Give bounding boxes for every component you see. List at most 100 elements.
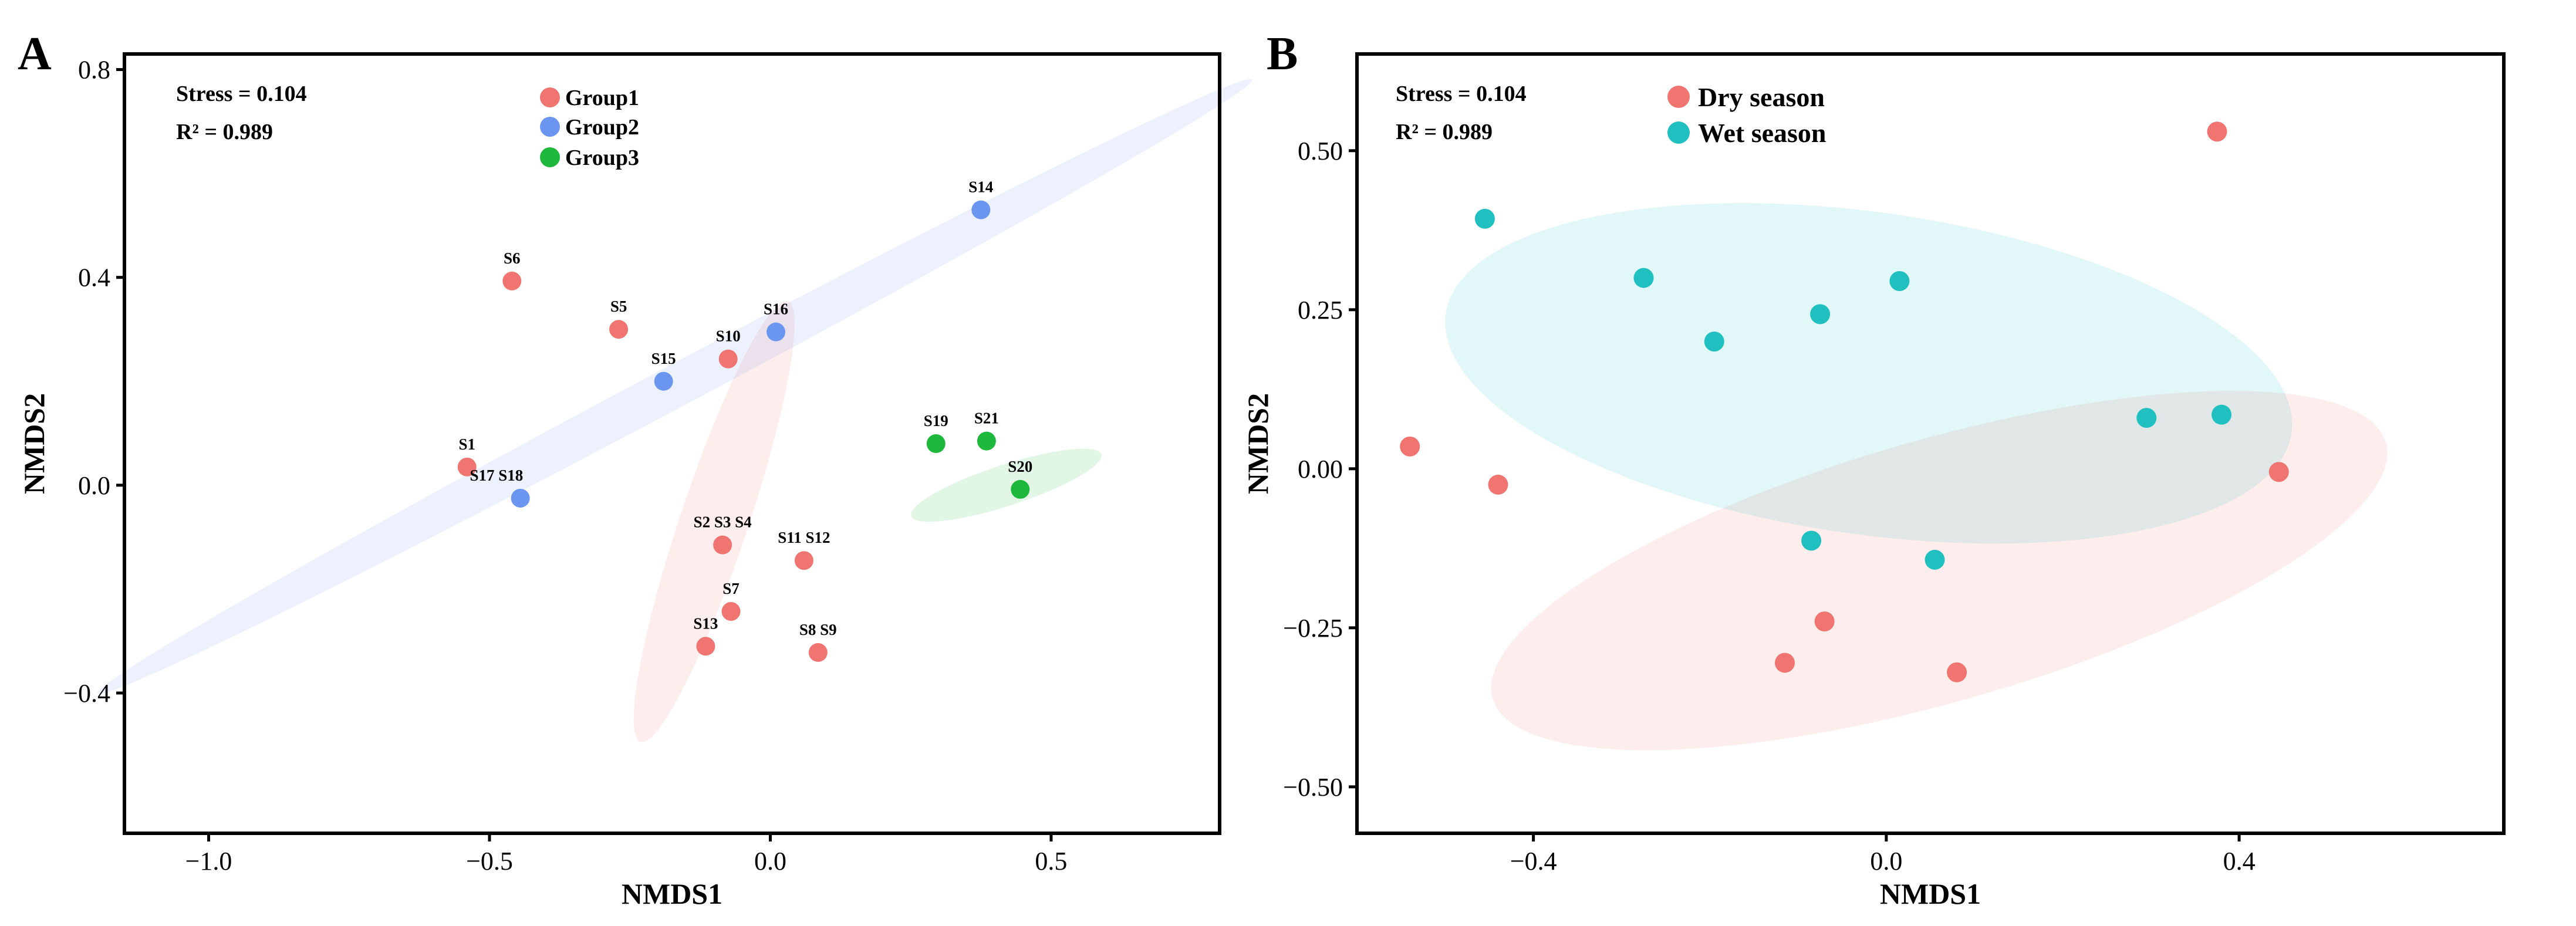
point-label: S14 <box>968 178 993 196</box>
data-point-group1 <box>721 601 741 621</box>
data-point-group1 <box>457 457 477 476</box>
data-point-group2 <box>511 488 530 508</box>
point-label: S17 S18 <box>470 467 524 484</box>
x-tick-label: −0.5 <box>466 847 513 876</box>
data-point-wet-season <box>1474 208 1495 229</box>
point-label: S8 S9 <box>799 621 837 638</box>
y-tick-label: 0.4 <box>78 263 110 292</box>
data-point-dry-season <box>1488 474 1508 495</box>
data-point-group1 <box>718 349 738 369</box>
panel-a-r2-text: R² = 0.989 <box>176 120 273 144</box>
data-point-wet-season <box>1810 304 1831 325</box>
point-label: S11 S12 <box>778 529 830 546</box>
data-point-wet-season <box>1925 549 1945 570</box>
panel-b-stress-text: Stress = 0.104 <box>1396 82 1527 106</box>
panel-b-y-axis-label: NMDS2 <box>1241 393 1274 494</box>
point-label: S13 <box>693 614 718 632</box>
legend-label-group1: Group1 <box>565 86 639 110</box>
confidence-ellipse-dry-season <box>1491 391 2388 751</box>
legend-marker-wet-season <box>1667 121 1690 144</box>
point-label: S15 <box>651 350 676 367</box>
y-tick-label: 0.8 <box>78 56 110 85</box>
legend-marker-group2 <box>540 117 560 137</box>
panel-b-yticks: −0.50 −0.25 0.00 0.25 0.50 <box>1283 137 1357 802</box>
data-point-group2 <box>767 322 786 342</box>
confidence-ellipse-group2 <box>97 79 1252 694</box>
y-tick-label: 0.50 <box>1298 137 1343 165</box>
data-point-dry-season <box>1400 436 1420 457</box>
x-tick-label: −0.4 <box>1510 847 1557 876</box>
panel-a: A −1.0 −0.5 0.0 0.5 −0.4 0.0 0.4 0.8 S6 S5 S10 S1… <box>18 28 1252 910</box>
data-point-wet-season <box>2212 404 2232 425</box>
legend-label-wet-season: Wet season <box>1698 118 1827 148</box>
data-point-dry-season <box>1814 611 1835 632</box>
y-tick-label: −0.4 <box>63 679 110 708</box>
y-tick-label: 0.25 <box>1298 296 1343 325</box>
data-point-group2 <box>971 200 991 219</box>
point-label: S2 S3 S4 <box>694 513 752 531</box>
data-point-group1 <box>808 643 828 662</box>
legend-label-group2: Group2 <box>565 115 639 140</box>
x-tick-label: −1.0 <box>185 847 232 876</box>
panel-b-legend: Dry season Wet season <box>1667 82 1827 148</box>
y-tick-label: −0.50 <box>1283 773 1343 802</box>
point-label: S6 <box>504 249 521 267</box>
x-tick-label: 0.0 <box>754 847 786 876</box>
data-point-dry-season <box>1774 653 1795 673</box>
data-point-group3 <box>926 434 946 453</box>
confidence-ellipse-group3 <box>911 448 1102 522</box>
panel-a-yticks: −0.4 0.0 0.4 0.8 <box>63 56 124 708</box>
point-label: S1 <box>458 435 475 453</box>
point-label: S5 <box>610 298 627 315</box>
legend-marker-group3 <box>540 147 560 167</box>
data-point-group1 <box>794 551 813 570</box>
data-point-wet-season <box>1704 332 1724 352</box>
panel-a-x-axis-label: NMDS1 <box>622 877 723 910</box>
panel-a-legend: Group1 Group2 Group3 <box>540 86 639 170</box>
legend-marker-group1 <box>540 87 560 107</box>
panel-a-letter: A <box>18 28 52 80</box>
panel-a-plot-frame <box>123 52 1221 835</box>
panel-b-letter: B <box>1267 28 1298 80</box>
data-point-wet-season <box>1633 268 1654 288</box>
point-label: S20 <box>1008 458 1032 475</box>
panel-b-xticks: −0.4 0.0 0.4 <box>1510 833 2256 876</box>
y-tick-label: 0.00 <box>1298 455 1343 484</box>
data-point-group3 <box>1011 479 1030 499</box>
data-point-group1 <box>609 320 629 339</box>
y-tick-label: −0.25 <box>1283 614 1343 643</box>
confidence-ellipse-wet-season <box>1445 203 2293 544</box>
data-point-dry-season <box>2207 121 2227 142</box>
point-label: S10 <box>716 327 741 345</box>
panel-a-y-axis-label: NMDS2 <box>18 393 50 494</box>
x-tick-label: 0.4 <box>2223 847 2256 876</box>
legend-label-dry-season: Dry season <box>1698 82 1825 112</box>
y-tick-label: 0.0 <box>78 471 110 500</box>
panel-b-ellipses <box>1445 203 2388 751</box>
panel-a-stress-text: Stress = 0.104 <box>176 82 307 106</box>
data-point-group2 <box>654 371 673 391</box>
panel-a-ellipses <box>97 79 1252 742</box>
point-label: S19 <box>924 412 948 430</box>
x-tick-label: 0.0 <box>1870 847 1902 876</box>
panel-b-x-axis-label: NMDS1 <box>1880 877 1981 910</box>
data-point-wet-season <box>2136 408 2157 428</box>
data-point-dry-season <box>1947 662 1967 682</box>
panel-b-r2-text: R² = 0.989 <box>1396 120 1493 144</box>
confidence-ellipse-group1 <box>633 301 795 742</box>
panel-b: B −0.4 0.0 0.4 −0.50 −0.25 0.00 0.25 0.50 NMDS… <box>1241 28 2506 910</box>
panel-a-xticks: −1.0 −0.5 0.0 0.5 <box>185 833 1067 876</box>
data-point-group3 <box>977 431 996 451</box>
data-point-group1 <box>713 535 732 555</box>
data-point-wet-season <box>1801 530 1822 551</box>
panel-a-point-labels: S6 S5 S10 S16 S14 S15 S1 S17 S18 S19 S21 S20 S2 S3 … <box>458 178 1032 638</box>
data-point-group1 <box>696 637 715 656</box>
x-tick-label: 0.5 <box>1035 847 1067 876</box>
panel-b-plot-frame <box>1355 52 2506 835</box>
data-point-group1 <box>502 271 522 290</box>
panel-a-points <box>457 200 1030 662</box>
data-point-wet-season <box>1889 271 1910 292</box>
point-label: S21 <box>974 410 999 427</box>
legend-label-group3: Group3 <box>565 146 639 170</box>
